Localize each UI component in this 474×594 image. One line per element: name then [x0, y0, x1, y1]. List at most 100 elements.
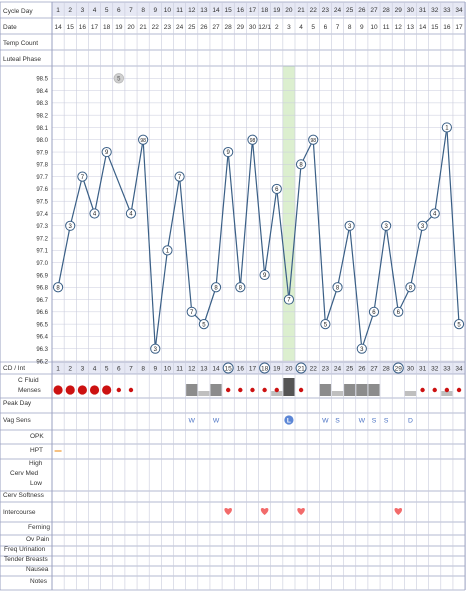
row-labels: Cycle Day Date Temp Count Luteal Phase C… [3, 8, 50, 585]
row-label-cerv-softness: Cerv Softness [3, 492, 45, 499]
temp-line-segment [409, 225, 424, 288]
temp-point [271, 183, 282, 195]
cervical-fluid-bar [210, 384, 222, 396]
vag-sens-label: W [359, 417, 366, 424]
cd-int-label: 18 [261, 365, 269, 372]
temp-point-label: 9 [227, 150, 231, 156]
temp-point-label: 1 [166, 249, 170, 255]
cd-int-label: 3 [81, 365, 85, 372]
temp-line-segment [215, 151, 229, 288]
date-label: 23 [164, 24, 172, 31]
cd-int-label: 9 [153, 365, 157, 372]
temp-point [368, 306, 380, 317]
date-label: 14 [54, 24, 62, 31]
cycle-day-label: 24 [334, 7, 342, 14]
intercourse-heart [224, 508, 232, 515]
row-label-notes: Notes [30, 578, 48, 585]
date-label: 28 [225, 24, 233, 31]
temp-point [381, 220, 392, 231]
temp-point [65, 220, 76, 231]
row-label-cervix-high: High [29, 460, 43, 467]
cervical-fluid-bar [331, 391, 344, 396]
temp-point-label: 4 [433, 212, 437, 218]
temp-point-label: 3 [348, 224, 352, 230]
cervical-fluid-bar [186, 384, 198, 396]
cycle-day-label: 10 [164, 7, 172, 14]
cervical-fluid-bar [198, 391, 210, 396]
cycle-day-label: 32 [431, 7, 439, 14]
row-label-c-fluid: C Fluid [18, 377, 39, 384]
cycle-day-label: 1 [56, 7, 60, 14]
date-label: 27 [212, 24, 220, 31]
temp-point [52, 282, 64, 293]
cycle-day-label: 16 [237, 7, 245, 14]
temp-line-segment [93, 151, 108, 214]
cd-int-label: 7 [129, 365, 133, 372]
cycle-day-label: 29 [395, 7, 403, 14]
row-label-ov-pain: Ov Pain [26, 536, 50, 543]
date-label: 9 [360, 24, 364, 31]
temp-point-label: 8 [239, 285, 243, 291]
temp-point-label: 6 [275, 187, 279, 193]
intercourse-heart [297, 508, 305, 515]
temp-point-label: 3 [360, 347, 364, 353]
temp-tick-label: 97.3 [36, 224, 48, 230]
date-label: 22 [152, 24, 160, 31]
temp-point-label: 3 [421, 224, 425, 230]
cd-int-label: 33 [443, 365, 451, 372]
temp-point [186, 306, 197, 317]
chart-grid [0, 1, 466, 591]
temp-point-label: 98 [250, 138, 256, 144]
temp-tick-label: 97.5 [36, 200, 48, 206]
menses-dot [65, 385, 75, 395]
temp-tick-label: 97.4 [36, 212, 48, 218]
temp-tick-label: 98.2 [36, 113, 48, 119]
cervical-fluid-bar [441, 391, 453, 396]
row-label-date: Date [3, 24, 17, 31]
temp-point-label: 6 [372, 310, 376, 316]
cd-circle [259, 362, 271, 374]
temp-point [405, 282, 416, 293]
cd-circle [295, 362, 307, 374]
date-label: 7 [336, 24, 340, 31]
temp-line-segment [106, 151, 132, 214]
temp-line-segment [239, 139, 254, 288]
date-label: 16 [79, 24, 87, 31]
cycle-day-label: 13 [200, 7, 208, 14]
intercourse-heart [394, 508, 403, 515]
temp-point-label: 3 [69, 224, 73, 230]
cycle-day-label: 5 [105, 7, 109, 14]
temp-tick-label: 98.0 [36, 138, 48, 144]
temp-tick-label: 96.5 [36, 322, 48, 328]
temp-line-segment [288, 164, 302, 300]
menses-dot [53, 385, 63, 395]
cervical-fluid-bar [283, 378, 295, 396]
date-label: 14 [419, 24, 427, 31]
menses-dot [274, 387, 279, 393]
temp-line-segment [349, 225, 363, 349]
temp-point-label: 8 [56, 285, 60, 291]
menses-dot [77, 385, 87, 395]
temp-tick-label: 96.8 [36, 286, 48, 292]
temp-point [441, 122, 452, 133]
date-label: 16 [443, 24, 451, 31]
temp-point [320, 319, 331, 330]
cycle-day-label: 26 [358, 7, 366, 14]
row-label-nausea: Nausea [26, 566, 49, 573]
menses-dot [262, 387, 267, 393]
temp-line-segment [142, 139, 156, 349]
cycle-day-label: 19 [273, 7, 281, 14]
row-label-hpt: HPT [30, 447, 43, 454]
cycle-day-label: 20 [285, 7, 293, 14]
temp-line-segment [336, 225, 351, 288]
row-label-ferning: Ferning [28, 524, 50, 531]
temp-point-label: 7 [178, 175, 182, 181]
cd-int-label: 14 [212, 365, 220, 372]
cd-int-label: 30 [407, 365, 415, 372]
cd-int-label: 12 [188, 365, 196, 372]
temp-point-label: 5 [457, 322, 461, 328]
date-label: 10 [370, 24, 378, 31]
temp-point [223, 146, 234, 158]
cd-circle [222, 362, 234, 374]
temp-point [138, 134, 149, 145]
